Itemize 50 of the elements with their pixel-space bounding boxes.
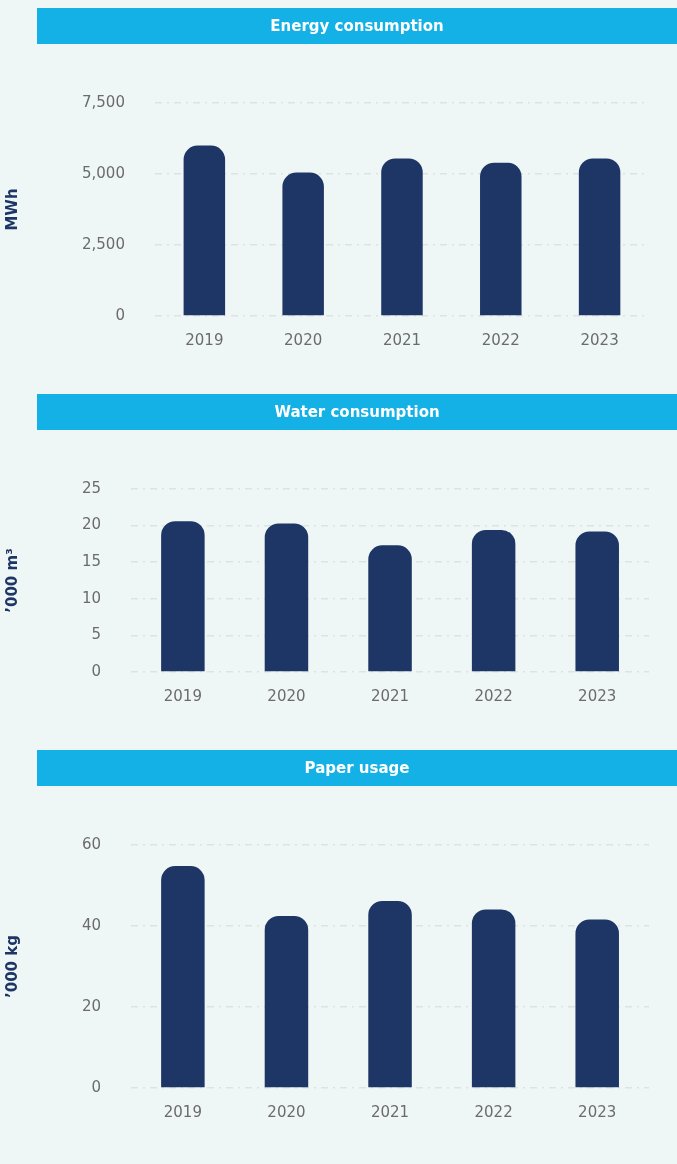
y-tick-label: 7,500 bbox=[81, 92, 125, 111]
x-tick-label: 2023 bbox=[578, 686, 617, 705]
bar bbox=[578, 158, 621, 316]
bar bbox=[368, 900, 412, 1088]
bar bbox=[183, 145, 226, 316]
y-tick-label: 15 bbox=[81, 552, 102, 571]
x-tick-label: 2021 bbox=[370, 1102, 410, 1121]
x-tick-label: 2020 bbox=[267, 686, 306, 705]
chart-title: Paper usage bbox=[37, 750, 677, 786]
y-tick-label: 2,500 bbox=[81, 234, 125, 253]
x-tick-label: 2019 bbox=[185, 330, 224, 349]
y-axis-title: ’000 kg bbox=[2, 935, 21, 998]
y-tick-label: 40 bbox=[81, 915, 102, 934]
x-tick-label: 2023 bbox=[580, 330, 619, 349]
bar bbox=[575, 919, 619, 1088]
y-tick-label: 5,000 bbox=[81, 163, 125, 182]
y-tick-label: 20 bbox=[81, 996, 102, 1015]
y-tick-label: 25 bbox=[81, 478, 102, 497]
bar bbox=[575, 531, 619, 672]
x-tick-label: 2021 bbox=[382, 330, 422, 349]
x-tick-label: 2019 bbox=[163, 1102, 202, 1121]
x-tick-label: 2020 bbox=[267, 1102, 306, 1121]
x-tick-label: 2022 bbox=[481, 330, 520, 349]
y-tick-label: 5 bbox=[91, 625, 102, 644]
chart-title: Water consumption bbox=[37, 394, 677, 430]
x-tick-label: 2021 bbox=[370, 686, 410, 705]
x-tick-label: 2020 bbox=[284, 330, 323, 349]
y-tick-label: 0 bbox=[91, 1077, 102, 1096]
bar bbox=[282, 172, 324, 316]
x-tick-label: 2023 bbox=[578, 1102, 617, 1121]
y-axis-title: ’000 m³ bbox=[2, 548, 21, 613]
bar bbox=[480, 162, 522, 316]
y-tick-label: 0 bbox=[115, 305, 125, 324]
y-tick-label: 10 bbox=[81, 588, 102, 607]
bar bbox=[161, 866, 205, 1088]
x-tick-label: 2019 bbox=[163, 686, 202, 705]
bar bbox=[471, 909, 516, 1088]
chart-title: Energy consumption bbox=[37, 8, 677, 44]
x-tick-label: 2022 bbox=[474, 686, 513, 705]
bar bbox=[471, 529, 516, 672]
bar bbox=[264, 915, 309, 1088]
x-tick-label: 2022 bbox=[474, 1102, 513, 1121]
y-axis-title: MWh bbox=[2, 188, 21, 231]
bar bbox=[264, 523, 309, 672]
y-tick-label: 0 bbox=[91, 661, 102, 680]
y-tick-label: 20 bbox=[81, 515, 102, 534]
bar bbox=[161, 521, 205, 672]
bar bbox=[381, 158, 423, 316]
y-tick-label: 60 bbox=[81, 834, 102, 853]
bar bbox=[368, 545, 412, 672]
